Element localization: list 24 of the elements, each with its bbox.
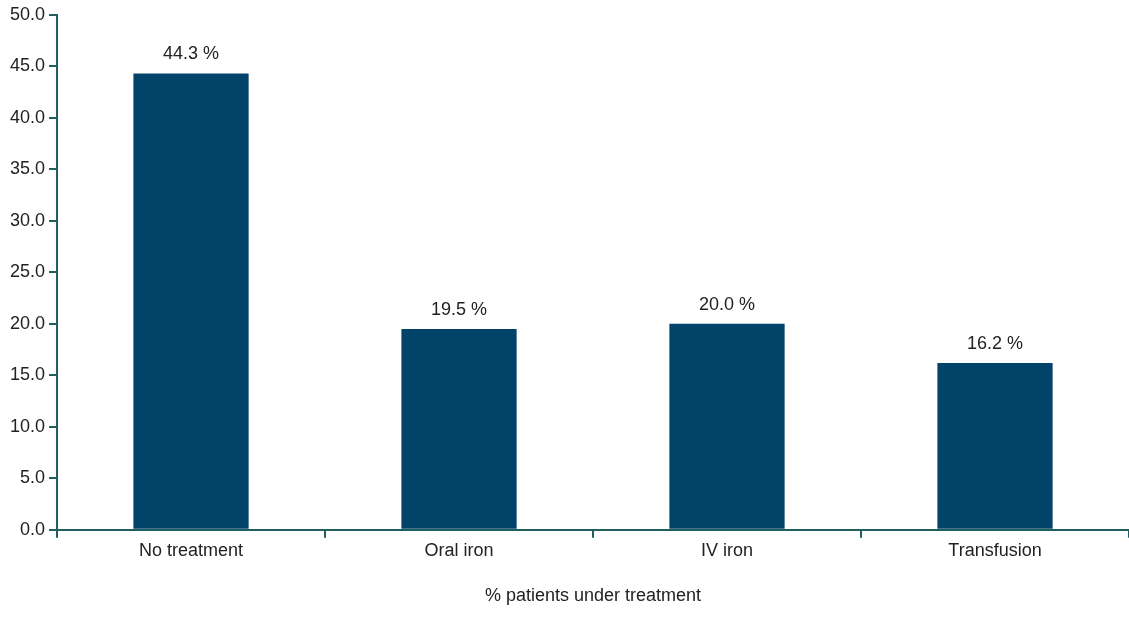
y-tick-label: 30.0 bbox=[9, 209, 46, 230]
y-tick-label: 10.0 bbox=[9, 415, 46, 436]
data-label: 16.2 % bbox=[966, 332, 1024, 353]
x-axis-title: % patients under treatment bbox=[484, 585, 702, 606]
y-tick-label: 5.0 bbox=[20, 467, 46, 488]
y-tick-label: 0.0 bbox=[20, 518, 46, 539]
x-tick-label: IV iron bbox=[701, 539, 754, 560]
y-tick-label: 25.0 bbox=[9, 261, 46, 282]
bar bbox=[401, 328, 517, 529]
y-tick-label: 40.0 bbox=[9, 106, 46, 127]
data-label: 44.3 % bbox=[163, 43, 220, 64]
x-tick-label: Oral iron bbox=[424, 539, 494, 560]
y-tick-label: 20.0 bbox=[9, 312, 46, 333]
bar bbox=[133, 73, 249, 529]
bar bbox=[937, 362, 1053, 529]
y-tick-label: 50.0 bbox=[9, 3, 46, 24]
x-tick-label: No treatment bbox=[139, 539, 244, 560]
y-tick-label: 15.0 bbox=[9, 364, 46, 385]
data-label: 20.0 % bbox=[698, 293, 756, 314]
x-tick-label: Transfusion bbox=[948, 539, 1042, 560]
y-tick-label: 45.0 bbox=[9, 55, 46, 76]
bar bbox=[669, 323, 785, 529]
data-label: 19.5 % bbox=[431, 298, 488, 319]
y-tick-label: 35.0 bbox=[9, 158, 46, 179]
